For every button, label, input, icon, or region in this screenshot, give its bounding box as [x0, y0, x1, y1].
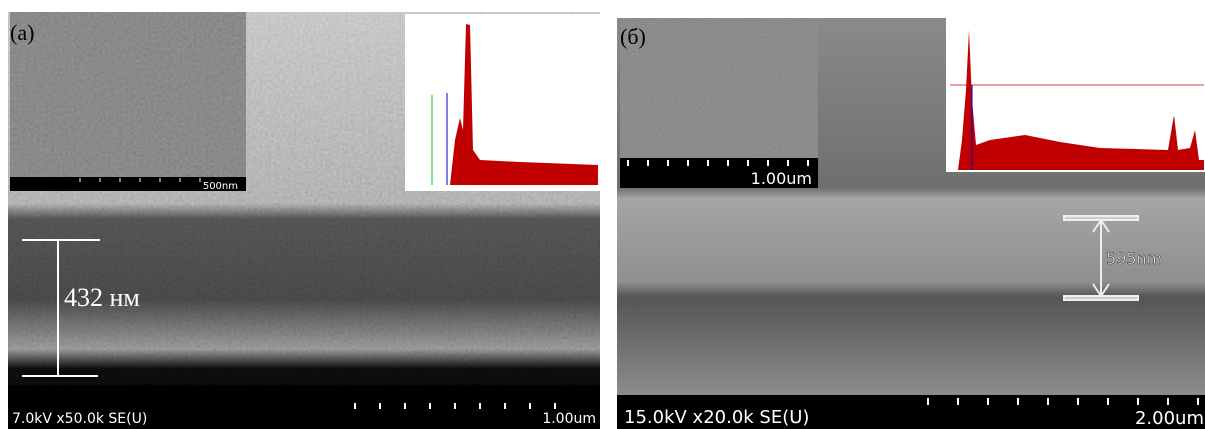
- inset-image: [620, 18, 818, 158]
- info-bar: [8, 395, 600, 429]
- panel-b: 1.00um (б) 595nm 15.0kV x20.0k SE(U) 2.0…: [617, 18, 1205, 429]
- thickness-label: 595nm: [1106, 249, 1162, 268]
- spectrum: [420, 24, 598, 185]
- scale-ticks: [927, 398, 1199, 405]
- panel-label: (a): [10, 20, 34, 45]
- scale-ticks: [354, 403, 556, 409]
- info-label: 15.0kV x20.0k SE(U): [624, 407, 809, 428]
- inset-scale-label: 1.00um: [751, 169, 812, 188]
- scale-label: 2.00um: [1135, 408, 1204, 429]
- inset-scale-ticks: [627, 160, 809, 166]
- info-label: 7.0kV x50.0k SE(U): [12, 411, 147, 427]
- inset-scale-ticks: [79, 178, 201, 182]
- inset-bar: [10, 177, 246, 191]
- thickness-label: 432 нм: [64, 283, 140, 312]
- inset-image: [10, 12, 246, 177]
- inset-bar: [620, 158, 818, 188]
- panel-a: 500nm (a) 432 нм 7.0kV x50.0k SE(U) 1.00…: [8, 12, 600, 429]
- inset-scale-label: 500nm: [203, 181, 238, 192]
- scale-label: 1.00um: [542, 411, 596, 427]
- thickness-marker: [22, 239, 100, 377]
- spectrum: [958, 30, 1204, 170]
- panel-label: (б): [620, 24, 646, 49]
- thickness-marker: [1063, 215, 1139, 301]
